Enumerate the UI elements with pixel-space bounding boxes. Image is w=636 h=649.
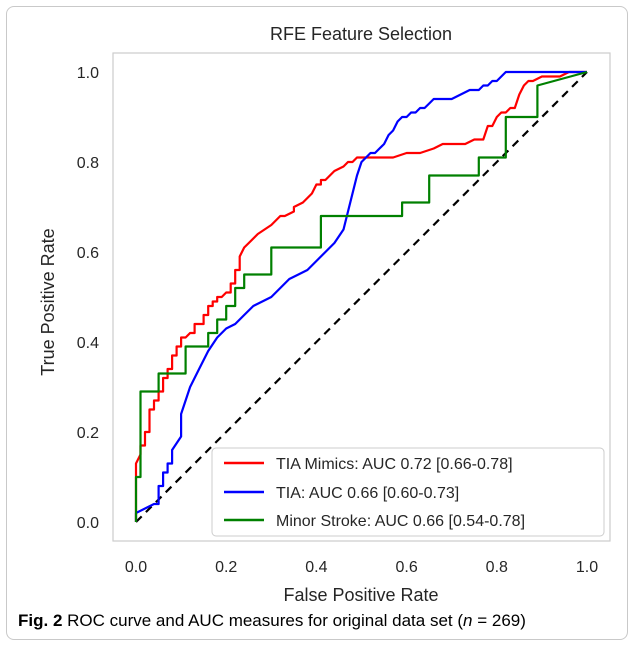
x-tick-label: 0.2 bbox=[215, 559, 237, 576]
figure-label: Fig. 2 bbox=[18, 611, 63, 630]
legend-label-minor-stroke: Minor Stroke: AUC 0.66 [0.54-0.78] bbox=[276, 513, 525, 530]
series-layer bbox=[134, 70, 588, 523]
caption-text: ROC curve and AUC measures for original … bbox=[62, 611, 464, 630]
y-tick-labels: 0.0 0.2 0.4 0.6 0.8 1.0 bbox=[77, 65, 99, 532]
x-tick-label: 0.4 bbox=[305, 559, 327, 576]
legend-label-tia-mimics: TIA Mimics: AUC 0.72 [0.66-0.78] bbox=[276, 456, 513, 473]
y-tick-label: 0.0 bbox=[77, 515, 99, 532]
legend-box bbox=[211, 447, 605, 537]
figure-caption: Fig. 2 ROC curve and AUC measures for or… bbox=[18, 611, 526, 631]
x-tick-label: 0.6 bbox=[395, 559, 417, 576]
series-line-minor-stroke bbox=[134, 70, 588, 522]
y-tick-label: 0.8 bbox=[77, 155, 99, 172]
x-tick-label: 1.0 bbox=[576, 559, 598, 576]
y-tick-label: 0.6 bbox=[77, 245, 99, 262]
x-tick-labels: 0.0 0.2 0.4 0.6 0.8 1.0 bbox=[125, 559, 598, 576]
y-tick-label: 0.4 bbox=[77, 335, 99, 352]
caption-n-value: = 269) bbox=[472, 611, 526, 630]
y-tick-label: 0.2 bbox=[77, 425, 99, 442]
chart-title: RFE Feature Selection bbox=[270, 24, 452, 44]
x-tick-label: 0.8 bbox=[486, 559, 508, 576]
y-axis-label: True Positive Rate bbox=[38, 228, 58, 375]
series-line-tia bbox=[134, 70, 587, 522]
x-axis-label: False Positive Rate bbox=[283, 585, 438, 605]
x-tick-label: 0.0 bbox=[125, 559, 147, 576]
y-tick-label: 1.0 bbox=[77, 65, 99, 82]
legend-label-tia: TIA: AUC 0.66 [0.60-0.73] bbox=[276, 485, 459, 502]
series-line-tia-mimics bbox=[134, 70, 587, 522]
caption-n-variable: n bbox=[463, 611, 473, 630]
legend: TIA Mimics: AUC 0.72 [0.66-0.78] TIA: AU… bbox=[211, 447, 605, 537]
